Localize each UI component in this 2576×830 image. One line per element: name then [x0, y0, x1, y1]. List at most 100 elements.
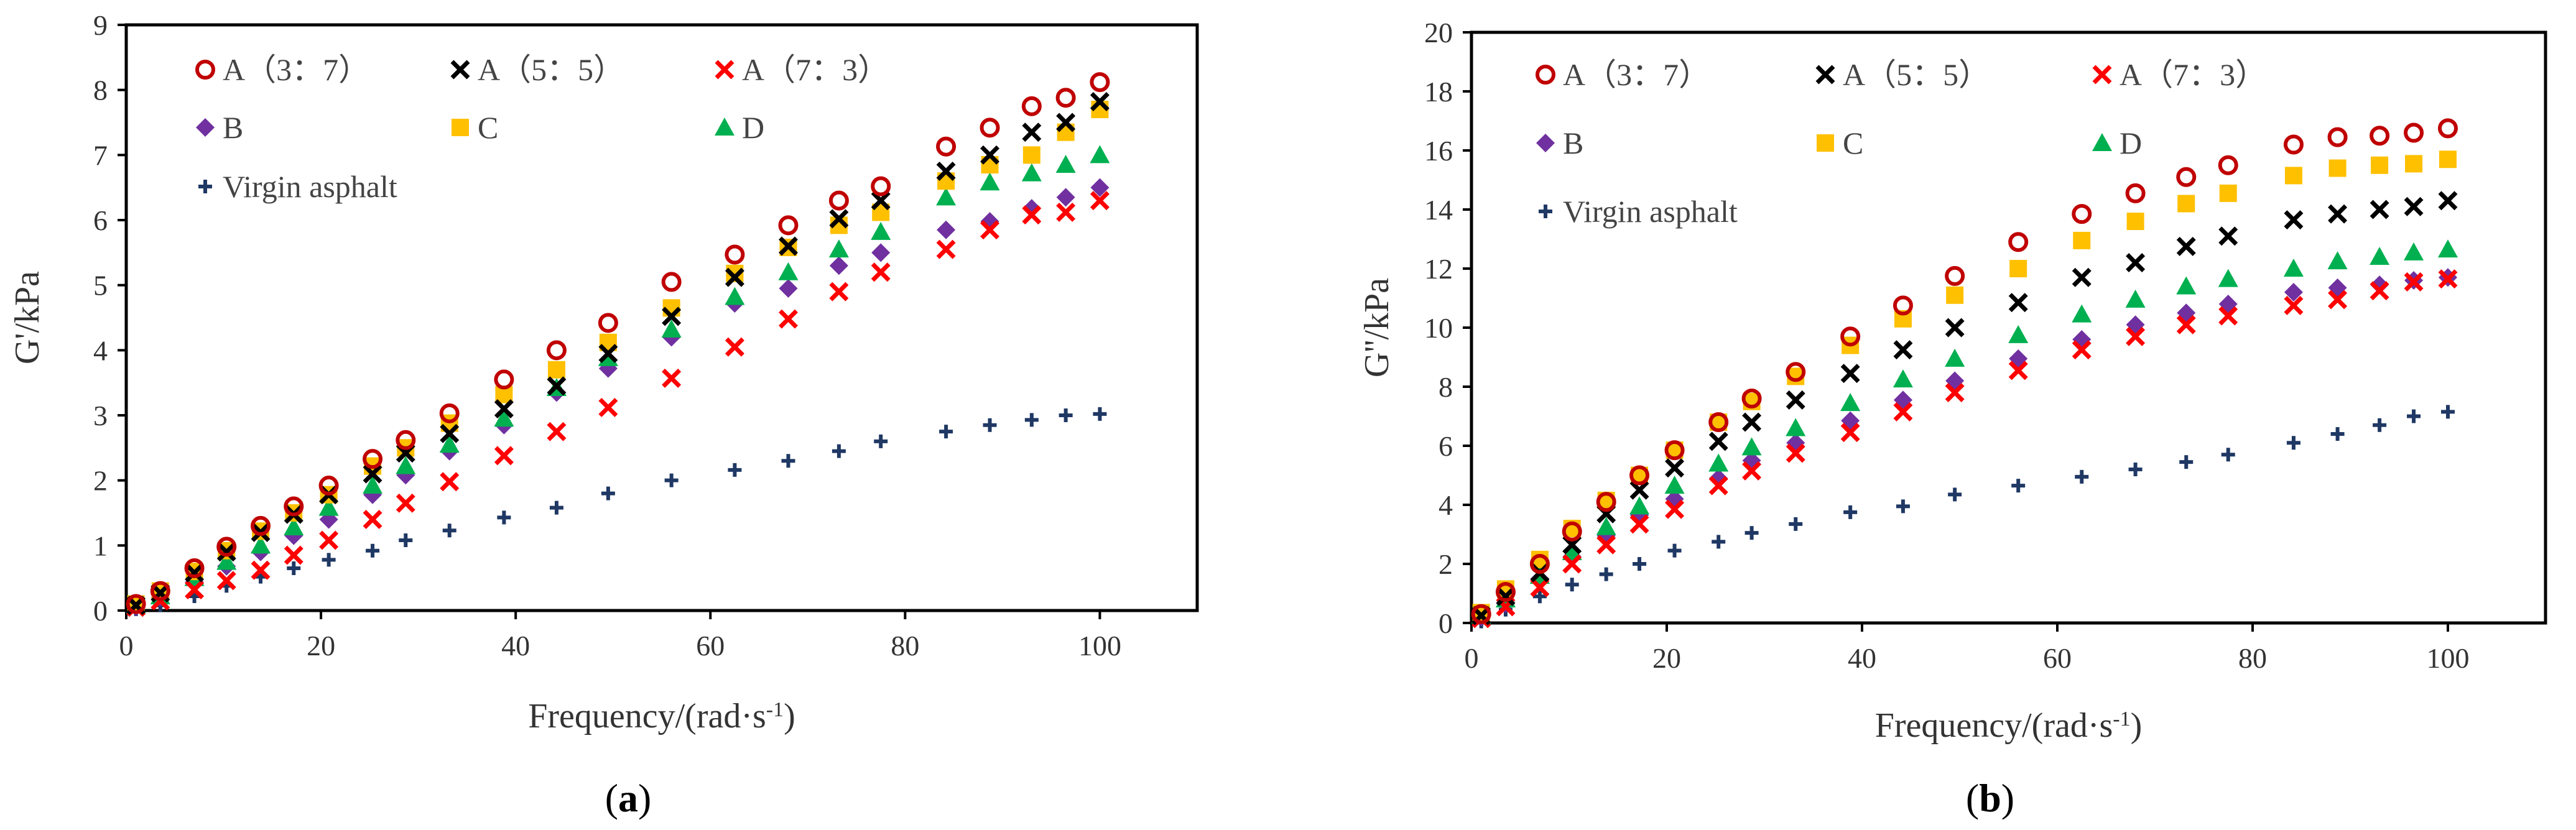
data-point-a-7-3 — [1893, 402, 1913, 422]
data-point-virgin-asphalt — [1024, 413, 1039, 427]
data-point-virgin-asphalt — [2373, 418, 2387, 432]
data-point-a-7-3 — [1840, 423, 1860, 443]
data-point-c — [2328, 159, 2347, 177]
data-point-virgin-asphalt — [601, 486, 615, 500]
data-point-a-3-7 — [828, 190, 849, 211]
data-point-a-7-3 — [725, 337, 744, 357]
data-point-a-5-5 — [1056, 113, 1076, 132]
legend-marker-b — [1536, 134, 1555, 152]
data-point-a-3-7 — [1741, 389, 1762, 408]
data-point-a-3-7 — [1629, 465, 1650, 486]
data-point-a-3-7 — [1840, 326, 1861, 347]
data-point-a-7-3 — [662, 368, 682, 388]
data-point-d — [1840, 393, 1861, 412]
data-point-c — [2371, 156, 2389, 174]
legend-label-a-5-5: A（5：5） — [478, 52, 624, 87]
legend-label-b: B — [223, 110, 243, 145]
data-point-a-7-3 — [1530, 578, 1550, 597]
data-point-a-3-7 — [318, 476, 339, 496]
data-point-a-5-5 — [980, 145, 1000, 165]
data-point-d — [725, 287, 745, 305]
data-point-a-7-3 — [2218, 306, 2238, 326]
legend-marker-a-5-5 — [1815, 65, 1835, 85]
legend-label-virgin-asphalt: Virgin asphalt — [1563, 194, 1738, 229]
data-point-a-3-7 — [2327, 127, 2348, 147]
data-point-a-5-5 — [440, 423, 460, 443]
data-point-virgin-asphalt — [399, 533, 413, 547]
legend-marker-a-7-3 — [2092, 65, 2112, 85]
legend-marker-a-3-7 — [195, 60, 215, 80]
data-point-c — [2284, 167, 2302, 185]
plot-frame — [124, 23, 1199, 612]
data-point-virgin-asphalt — [497, 510, 511, 525]
y-tick-label: 4 — [1439, 489, 1453, 521]
data-point-a-5-5 — [1090, 92, 1110, 111]
x-tick-label: 40 — [501, 630, 530, 662]
data-point-c — [1946, 286, 1964, 304]
data-point-c — [2073, 231, 2091, 249]
y-tick-label: 5 — [93, 270, 108, 302]
legend-label-virgin-asphalt: Virgin asphalt — [223, 169, 397, 204]
data-point-b — [2284, 283, 2303, 302]
data-point-a-7-3 — [185, 580, 205, 599]
data-point-d — [871, 221, 891, 240]
data-point-d — [1055, 155, 1076, 173]
data-point-a-7-3 — [936, 239, 956, 259]
data-point-a-5-5 — [2072, 267, 2092, 287]
data-point-virgin-asphalt — [287, 561, 301, 575]
data-point-d — [2072, 304, 2092, 323]
data-point-virgin-asphalt — [549, 500, 563, 515]
data-point-virgin-asphalt — [2286, 436, 2300, 450]
data-point-virgin-asphalt — [2075, 469, 2089, 484]
data-point-virgin-asphalt — [1948, 487, 1962, 502]
x-tick-label: 100 — [1078, 630, 1121, 662]
data-point-a-7-3 — [1786, 443, 1805, 463]
data-point-a-3-7 — [184, 558, 205, 578]
data-point-a-3-7 — [284, 496, 304, 517]
data-point-a-7-3 — [779, 309, 798, 329]
data-point-a-5-5 — [598, 344, 618, 364]
data-point-virgin-asphalt — [1093, 407, 1107, 421]
data-point-b — [1056, 188, 1075, 207]
data-point-a-5-5 — [1893, 340, 1913, 360]
data-point-virgin-asphalt — [728, 463, 742, 477]
data-point-virgin-asphalt — [1744, 526, 1759, 540]
data-point-a-5-5 — [1840, 364, 1860, 384]
y-tick-label: 7 — [93, 139, 108, 171]
data-point-a-7-3 — [1742, 461, 1762, 481]
data-point-b — [937, 220, 956, 239]
data-point-a-3-7 — [2283, 134, 2304, 155]
data-point-a-7-3 — [284, 545, 303, 565]
data-point-a-3-7 — [2125, 183, 2146, 203]
data-point-a-7-3 — [1562, 554, 1582, 574]
data-point-a-3-7 — [126, 594, 146, 614]
data-point-virgin-asphalt — [2179, 455, 2194, 469]
data-point-a-7-3 — [2370, 281, 2389, 301]
data-point-d — [936, 187, 957, 206]
data-point-virgin-asphalt — [1059, 408, 1073, 422]
data-point-a-3-7 — [2072, 204, 2092, 224]
data-point-d — [1786, 418, 1806, 436]
data-point-a-5-5 — [2176, 236, 2196, 256]
data-point-virgin-asphalt — [874, 434, 888, 448]
data-point-d — [828, 239, 849, 258]
x-tick-label: 20 — [307, 630, 335, 662]
data-point-a-5-5 — [725, 267, 744, 287]
data-point-a-3-7 — [1529, 554, 1550, 574]
y-tick-label: 12 — [1424, 253, 1453, 285]
data-point-d — [1596, 517, 1616, 535]
data-point-a-5-5 — [2218, 226, 2238, 246]
data-point-d — [598, 348, 618, 366]
data-point-d — [2008, 325, 2029, 343]
data-point-a-5-5 — [871, 191, 891, 211]
data-point-c — [2177, 195, 2195, 213]
data-point-a-5-5 — [2404, 196, 2424, 216]
data-point-virgin-asphalt — [2407, 409, 2421, 423]
data-point-a-5-5 — [494, 399, 514, 419]
data-point-b — [1090, 178, 1110, 197]
data-point-virgin-asphalt — [1532, 589, 1547, 604]
data-point-a-7-3 — [2176, 315, 2196, 334]
data-point-a-3-7 — [494, 369, 514, 390]
data-point-d — [1664, 476, 1685, 494]
